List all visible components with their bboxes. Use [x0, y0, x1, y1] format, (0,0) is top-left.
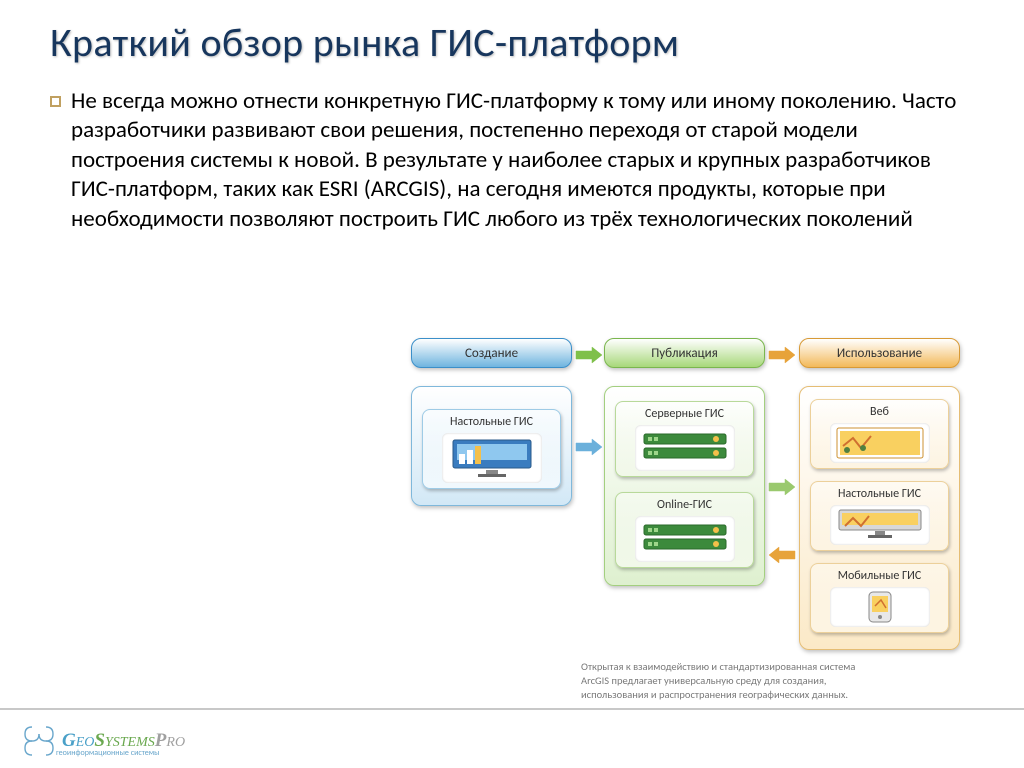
web-map-icon: [830, 423, 930, 463]
footer-line: [0, 708, 1024, 710]
diagram-column: Серверные ГИС Online-ГИС: [604, 386, 765, 586]
item-label: Настольные ГИС: [838, 487, 921, 501]
server-green-icon: [635, 425, 735, 471]
arrow-icon: [767, 546, 797, 564]
header-box: Публикация: [604, 338, 765, 368]
phone-icon: [830, 587, 930, 627]
header-box: Использование: [799, 338, 960, 368]
bullet-row: Не всегда можно отнести конкретную ГИС-п…: [50, 87, 974, 234]
logo-subtitle: геоинформационные системы: [56, 748, 159, 758]
header-box: Создание: [411, 338, 572, 368]
item-label: Веб: [870, 405, 889, 419]
gis-diagram: Создание Публикация Использование Настольны…: [411, 338, 991, 688]
item-label: Настольные ГИС: [450, 415, 533, 429]
diagram-item: Настольные ГИС: [422, 409, 561, 489]
item-label: Online-ГИС: [657, 498, 712, 512]
arrow-icon: [574, 438, 604, 456]
desktop-map-icon: [830, 505, 930, 545]
diagram-item: Настольные ГИС: [810, 481, 949, 551]
item-label: Мобильные ГИС: [838, 569, 922, 583]
diagram-caption: Открытая к взаимодействию и стандартизир…: [581, 660, 881, 703]
item-label: Серверные ГИС: [645, 407, 724, 421]
diagram-item: Online-ГИС: [615, 492, 754, 568]
server-green-icon: [635, 516, 735, 562]
slide-title: Краткий обзор рынка ГИС-платформ: [50, 18, 974, 67]
diagram-item: Веб: [810, 399, 949, 469]
body-text: Не всегда можно отнести конкретную ГИС-п…: [71, 87, 974, 234]
slide: Краткий обзор рынка ГИС-платформ Не всег…: [0, 0, 1024, 768]
diagram-item: Серверные ГИС: [615, 401, 754, 477]
body: Не всегда можно отнести конкретную ГИС-п…: [50, 87, 974, 234]
arrow-icon: [574, 346, 604, 364]
diagram-column: Настольные ГИС: [411, 386, 572, 506]
logo-icon: [22, 724, 56, 758]
desktop-blue-icon: [442, 433, 542, 483]
arrow-icon: [767, 478, 797, 496]
diagram-item: Мобильные ГИС: [810, 563, 949, 633]
bullet-icon: [50, 96, 61, 107]
arrow-icon: [767, 346, 797, 364]
diagram-column: Веб Настольные ГИС Мобильные ГИС: [799, 386, 960, 650]
